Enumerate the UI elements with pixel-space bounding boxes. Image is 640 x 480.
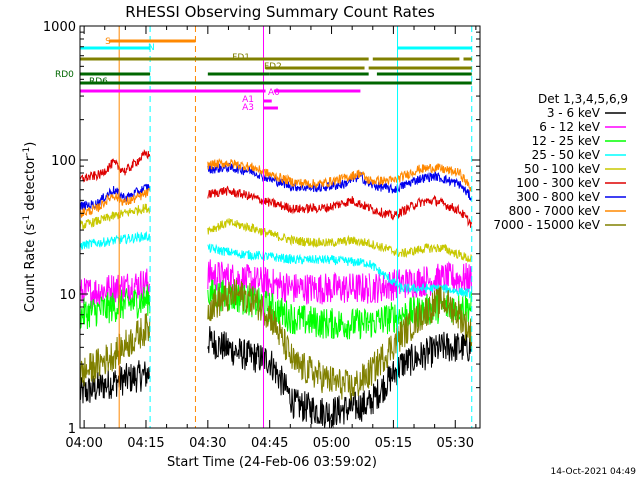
y-axis-label-end: )	[23, 142, 38, 147]
state-label-fd1: FD1	[232, 53, 250, 63]
series-line-100_300keV-seg2	[368, 194, 473, 228]
series-line-300_800keV-seg0	[79, 183, 150, 211]
state-label-a3: A3	[242, 103, 254, 113]
series-line-800_7000keV-seg2	[368, 163, 472, 192]
x-tick-label-3: 04:45	[251, 436, 288, 451]
series-line-3_6keV-seg0	[79, 360, 151, 404]
series-line-6_12keV-seg0	[79, 268, 151, 309]
legend-label-7: 800 - 7000 keV	[509, 204, 601, 218]
x-tick-label-4: 05:00	[313, 436, 350, 451]
state-label-fd2: FD2	[264, 62, 282, 72]
legend-label-4: 50 - 100 keV	[524, 162, 601, 176]
state-label-rd0: RD0	[55, 70, 74, 80]
series-line-6_12keV-seg2	[368, 260, 473, 303]
y-axis-label-sup1: -1	[22, 215, 32, 224]
y-tick-label-0: 1	[68, 422, 76, 437]
x-tick-label-1: 04:15	[127, 436, 164, 451]
series-line-100_300keV-seg1	[207, 185, 370, 215]
state-label-rd6: RD6	[89, 77, 108, 87]
series-line-25_50keV-seg2	[368, 259, 473, 299]
series-line-50_100keV-seg1	[207, 218, 369, 248]
x-tick-label-5: 05:15	[375, 436, 412, 451]
legend-label-1: 6 - 12 keV	[539, 120, 601, 134]
y-axis-label: Count Rate (s-1 detector-1)	[22, 142, 38, 313]
series-line-25_50keV-seg1	[207, 243, 370, 268]
y-axis-label-mid: detector	[23, 155, 38, 215]
chart-title: RHESSI Observing Summary Count Rates	[125, 3, 435, 21]
x-tick-label-6: 05:30	[437, 436, 474, 451]
axes: 1 10 100 1000 04:00 04:15 04:30 04:45 05:00 05:15…	[43, 20, 480, 451]
x-tick-label-0: 04:00	[65, 436, 102, 451]
y-tick-label-2: 100	[51, 154, 76, 169]
series-line-12_25keV-seg0	[79, 284, 151, 330]
series-line-7000_15000keV-seg1	[207, 279, 370, 401]
series-line-300_800keV-seg1	[207, 162, 370, 193]
series-line-50_100keV-seg2	[368, 238, 472, 263]
state-label-s: S	[105, 37, 111, 47]
series-line-7000_15000keV-seg0	[79, 313, 151, 387]
series-line-7000_15000keV-seg2	[368, 286, 473, 386]
legend-label-0: 3 - 6 keV	[547, 106, 601, 120]
series-line-100_300keV-seg0	[79, 149, 151, 183]
y-tick-label-3: 1000	[43, 20, 76, 35]
legend-label-5: 100 - 300 keV	[516, 176, 600, 190]
series-line-12_25keV-seg1	[207, 279, 370, 340]
footer-timestamp: 14-Oct-2021 04:49	[551, 467, 637, 477]
series-line-300_800keV-seg2	[368, 170, 473, 201]
legend-label-3: 25 - 50 keV	[532, 148, 601, 162]
series-line-50_100keV-seg0	[79, 203, 151, 231]
state-label-n: N	[148, 43, 155, 53]
plot-frame	[79, 25, 481, 429]
state-label-a0: A0	[268, 88, 280, 98]
x-tick-label-2: 04:30	[189, 436, 226, 451]
legend-label-6: 300 - 800 keV	[516, 190, 600, 204]
x-axis-label: Start Time (24-Feb-06 03:59:02)	[167, 455, 377, 470]
y-tick-label-1: 10	[59, 288, 76, 303]
series-line-25_50keV-seg0	[79, 231, 151, 250]
series-line-800_7000keV-seg0	[79, 188, 151, 218]
series-line-3_6keV-seg2	[368, 331, 473, 415]
state-label-a1: A1	[242, 95, 254, 105]
y-axis-label-sup2: -1	[22, 147, 32, 156]
legend-label-2: 12 - 25 keV	[532, 134, 601, 148]
series-line-3_6keV-seg1	[207, 326, 370, 429]
legend-title: Det 1,3,4,5,6,9	[538, 92, 628, 106]
legend-label-8: 7000 - 15000 keV	[493, 218, 600, 232]
y-axis-label-main: Count Rate (s	[23, 224, 38, 313]
series-line-800_7000keV-seg1	[207, 158, 370, 189]
